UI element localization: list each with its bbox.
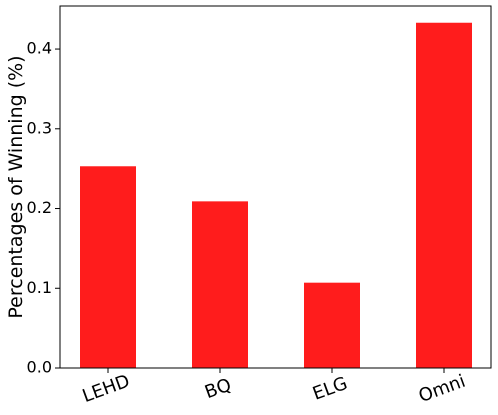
y-tick-label: 0.2 xyxy=(27,198,52,217)
x-tick-label: Omni xyxy=(416,371,468,407)
y-tick-label: 0.3 xyxy=(27,118,52,137)
bar xyxy=(304,282,360,368)
x-tick-label: BQ xyxy=(202,374,234,403)
bar xyxy=(416,22,472,368)
x-tick-label: ELG xyxy=(310,373,350,405)
bar xyxy=(80,166,136,368)
y-tick-label: 0.4 xyxy=(27,39,52,58)
y-tick-label: 0.1 xyxy=(27,278,52,297)
plot-frame xyxy=(59,5,492,369)
bar xyxy=(192,201,248,368)
y-axis-label: Percentages of Winning (%) xyxy=(5,55,27,318)
y-tick-label: 0.0 xyxy=(27,358,52,377)
x-tick-label: LEHD xyxy=(80,371,133,407)
